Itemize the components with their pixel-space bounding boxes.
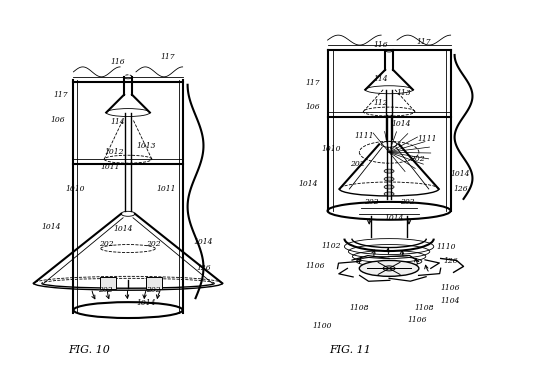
Ellipse shape	[359, 260, 419, 276]
Text: 117: 117	[305, 79, 320, 87]
Text: FIG. 11: FIG. 11	[329, 345, 372, 355]
Text: 1014: 1014	[391, 120, 411, 128]
Text: 1108: 1108	[414, 304, 434, 312]
Text: 202: 202	[364, 198, 379, 206]
Text: 112: 112	[374, 99, 388, 107]
Text: 202: 202	[350, 160, 365, 168]
Text: 1012: 1012	[104, 148, 124, 156]
Text: 113: 113	[397, 89, 411, 97]
Text: 126: 126	[196, 264, 211, 272]
FancyBboxPatch shape	[146, 278, 162, 289]
Ellipse shape	[383, 266, 395, 271]
Ellipse shape	[384, 192, 394, 196]
Text: 202: 202	[146, 240, 160, 248]
Text: 1110: 1110	[437, 243, 457, 251]
FancyBboxPatch shape	[100, 278, 116, 289]
Text: 1010: 1010	[322, 145, 341, 153]
Text: 117: 117	[54, 91, 68, 99]
Text: 202: 202	[98, 286, 113, 294]
Text: FIG. 10: FIG. 10	[68, 345, 111, 355]
Text: 116: 116	[374, 41, 388, 49]
Text: 1014: 1014	[113, 225, 133, 233]
Text: 126: 126	[453, 185, 468, 193]
Text: 114: 114	[374, 75, 388, 83]
Text: 1106: 1106	[441, 284, 460, 292]
Ellipse shape	[106, 108, 150, 117]
Text: 1014: 1014	[384, 214, 404, 222]
Ellipse shape	[384, 185, 394, 189]
Text: 1014: 1014	[194, 237, 213, 246]
Text: 106: 106	[305, 102, 320, 111]
Text: 1013: 1013	[136, 142, 155, 150]
Text: 1111: 1111	[355, 132, 374, 140]
Ellipse shape	[384, 177, 394, 181]
Text: 1010: 1010	[66, 185, 85, 193]
Text: 106: 106	[51, 116, 66, 123]
Text: 1111: 1111	[417, 135, 437, 143]
Text: 117: 117	[417, 38, 431, 46]
Text: 1102: 1102	[322, 242, 341, 249]
Text: 117: 117	[160, 53, 175, 61]
Ellipse shape	[384, 169, 394, 173]
Text: 114: 114	[111, 119, 125, 126]
Text: 1106: 1106	[407, 316, 427, 324]
Text: 1014: 1014	[41, 223, 60, 231]
Ellipse shape	[365, 86, 413, 94]
Text: 202: 202	[99, 240, 114, 248]
Text: 126: 126	[443, 257, 458, 266]
Ellipse shape	[121, 211, 135, 216]
Text: 1108: 1108	[350, 304, 369, 312]
Text: 1011: 1011	[100, 163, 120, 171]
Text: 202: 202	[399, 198, 414, 206]
Text: 202: 202	[410, 155, 424, 163]
Text: 1014: 1014	[451, 170, 470, 178]
Text: 1011: 1011	[156, 185, 176, 193]
Text: 1100: 1100	[312, 322, 332, 330]
Ellipse shape	[381, 141, 397, 147]
Text: 1014: 1014	[298, 180, 318, 188]
Text: 1014: 1014	[136, 299, 155, 307]
Text: 116: 116	[111, 58, 125, 66]
Text: 202: 202	[146, 286, 160, 294]
Text: 1104: 1104	[441, 297, 460, 305]
Text: 1106: 1106	[305, 263, 325, 270]
